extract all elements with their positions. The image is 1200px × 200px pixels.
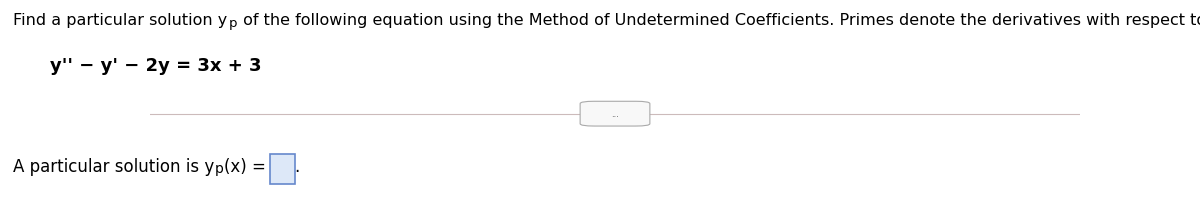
Text: Find a particular solution y: Find a particular solution y — [13, 13, 227, 28]
Text: A particular solution is y: A particular solution is y — [13, 157, 215, 175]
Text: p: p — [215, 161, 223, 175]
Text: (x) =: (x) = — [224, 157, 271, 175]
Text: .: . — [294, 157, 300, 175]
Text: of the following equation using the Method of Undetermined Coefficients. Primes : of the following equation using the Meth… — [238, 13, 1200, 28]
Text: p: p — [228, 17, 236, 30]
FancyBboxPatch shape — [580, 102, 650, 126]
Text: y'' − y' − 2y = 3x + 3: y'' − y' − 2y = 3x + 3 — [50, 57, 262, 75]
Text: ...: ... — [611, 110, 619, 119]
